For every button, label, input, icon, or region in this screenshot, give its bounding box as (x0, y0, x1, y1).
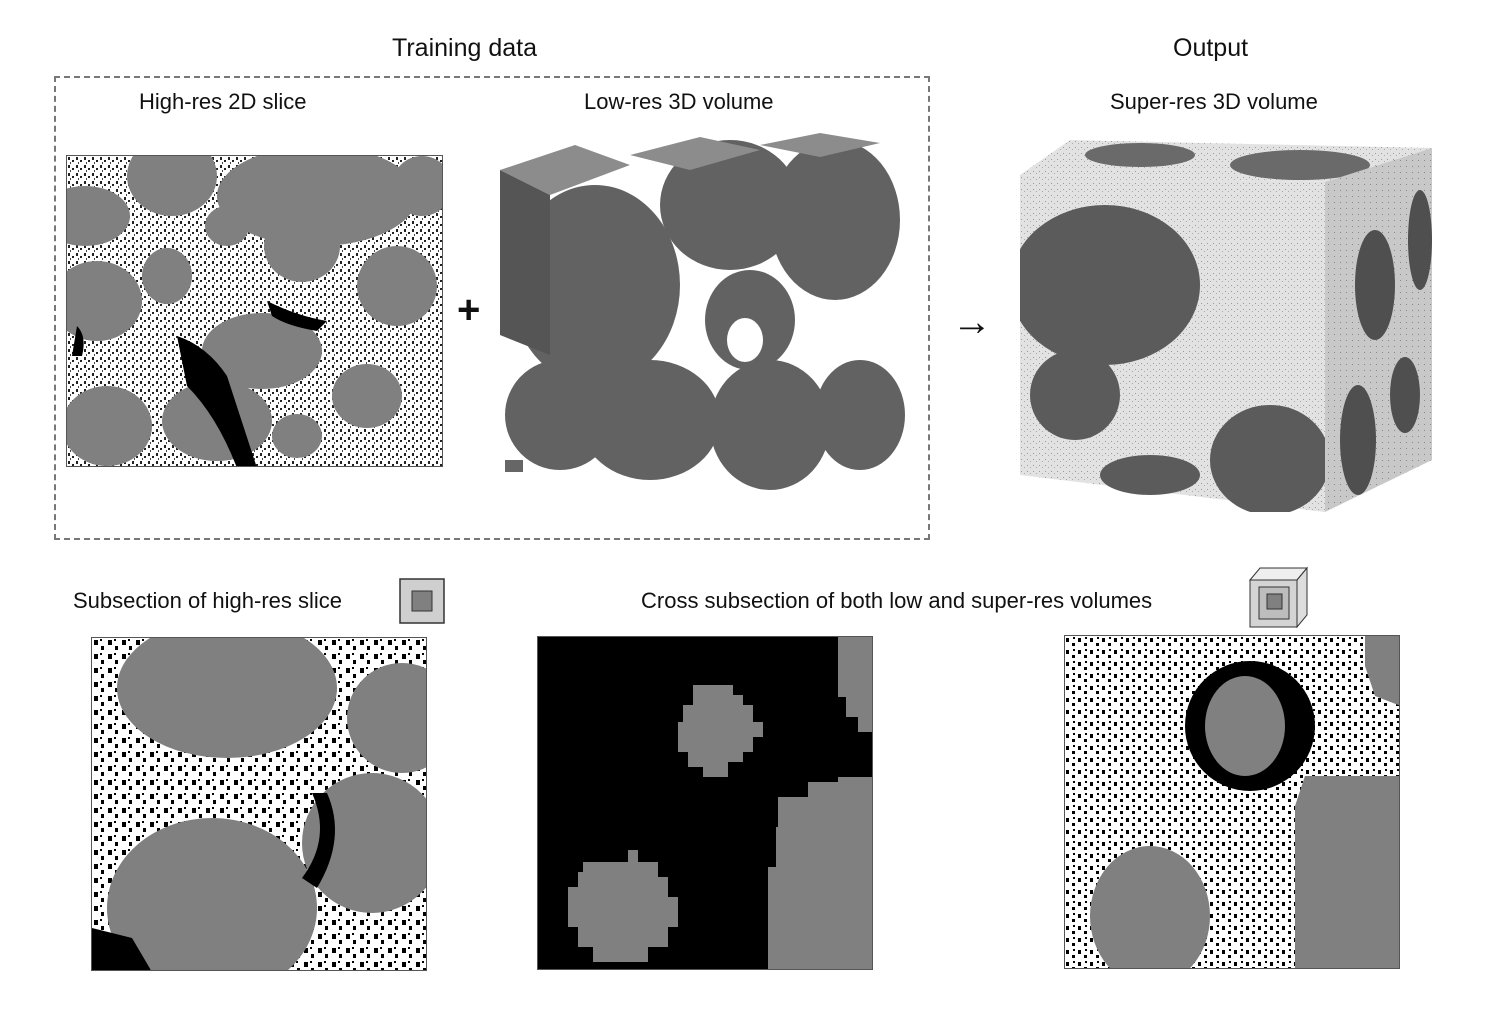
lowres-cross-subsection-image (537, 636, 873, 970)
superres-volume-label: Super-res 3D volume (1110, 89, 1318, 114)
lowres-3d-volume-image (500, 125, 915, 500)
cross-subsection-label: Cross subsection of both low and super-r… (641, 588, 1153, 613)
cube-subsection-icon (1245, 565, 1310, 628)
training-data-frame (54, 76, 930, 540)
lowres-volume-label: Low-res 3D volume (584, 89, 774, 114)
highres-slice-label: High-res 2D slice (139, 89, 307, 114)
superres-3d-volume-image (1020, 140, 1432, 512)
subsection-label: Subsection of high-res slice (73, 588, 343, 613)
arrow-symbol: → (952, 300, 992, 344)
square-subsection-icon (399, 578, 445, 624)
plus-symbol: + (457, 288, 481, 332)
output-title: Output (1173, 34, 1249, 62)
highres-subsection-image (91, 637, 427, 971)
highres-2d-slice-image (66, 155, 443, 467)
training-data-title: Training data (392, 34, 537, 62)
superres-cross-subsection-image (1064, 635, 1400, 969)
